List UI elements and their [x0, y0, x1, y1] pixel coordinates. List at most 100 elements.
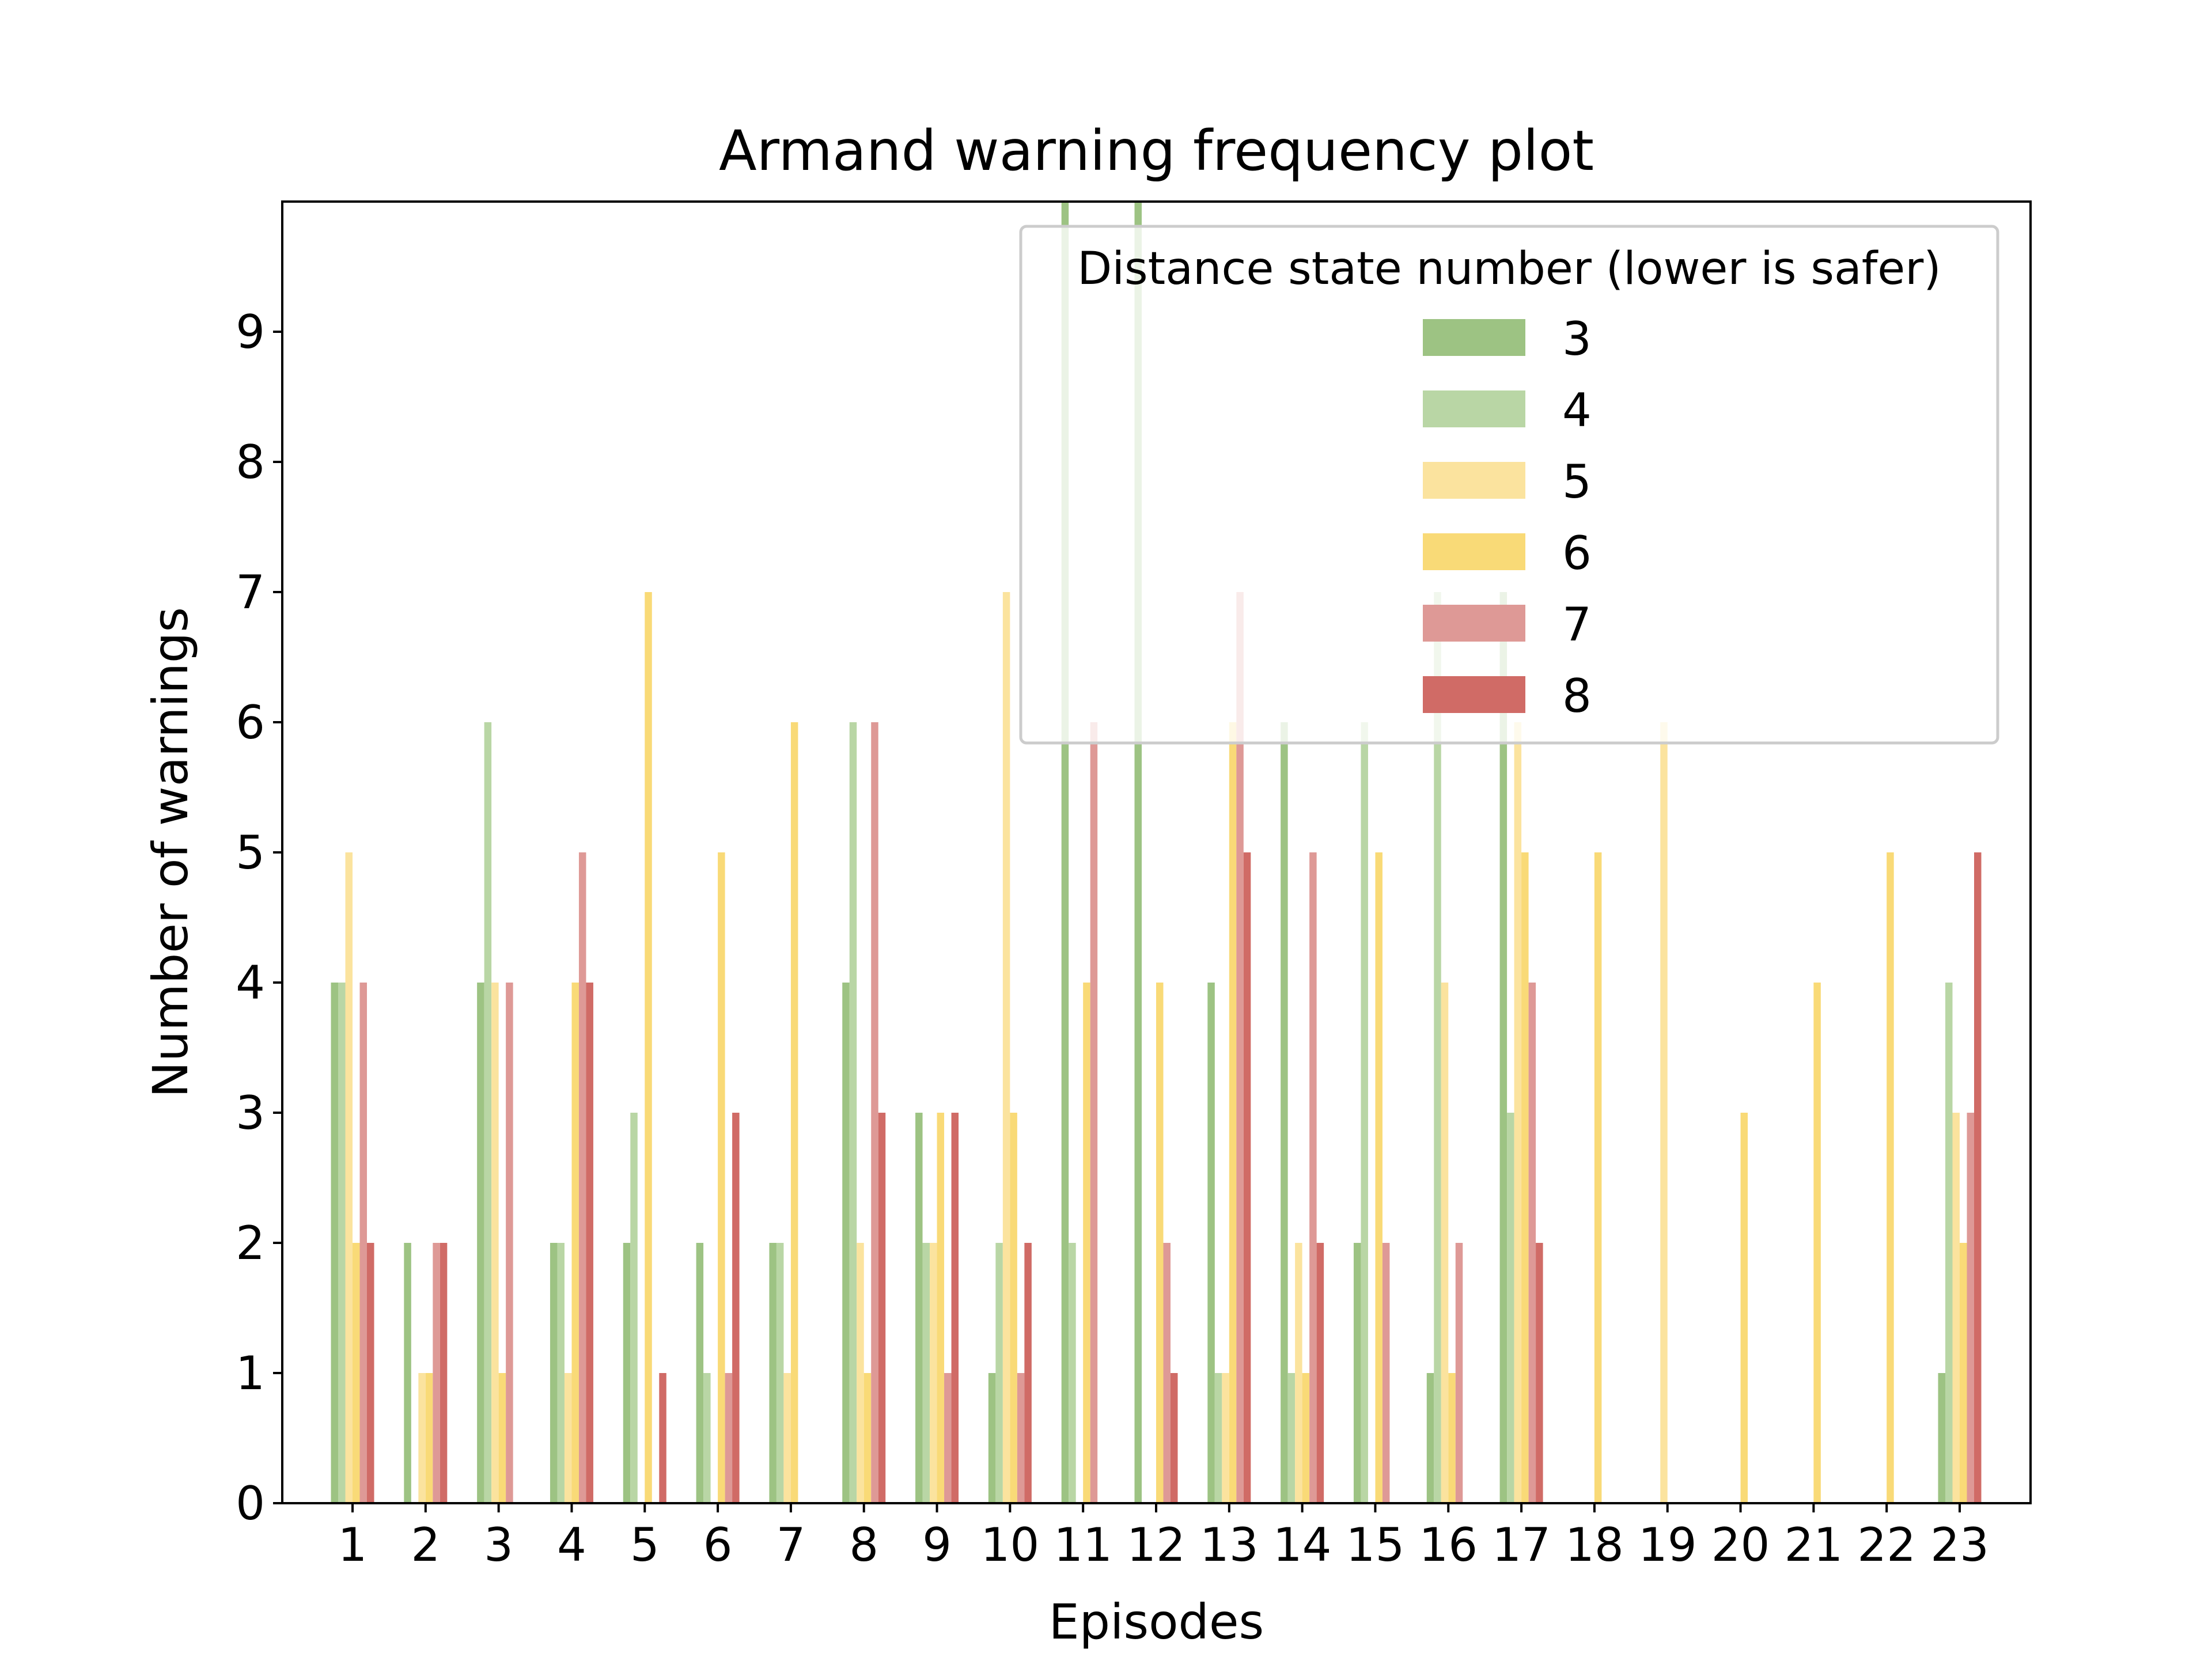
bar-series-4-episode-6 [703, 1373, 711, 1503]
legend-entry-6: 6 [1423, 526, 1592, 580]
bars-layer [331, 202, 1982, 1503]
bar-series-4-episode-10 [995, 1243, 1003, 1503]
bar-series-6-episode-21 [1813, 983, 1821, 1503]
bar-series-5-episode-1 [345, 852, 353, 1503]
bar-series-3-episode-2 [404, 1243, 411, 1503]
bar-series-5-episode-14 [1295, 1243, 1302, 1503]
bar-series-5-episode-8 [857, 1243, 864, 1503]
y-tick-label: 6 [236, 696, 265, 749]
bar-series-5-episode-17 [1514, 722, 1522, 1503]
bar-series-4-episode-7 [776, 1243, 784, 1503]
bar-series-8-episode-10 [1024, 1243, 1032, 1503]
bar-series-8-episode-17 [1536, 1243, 1543, 1503]
series-7 [359, 592, 1974, 1503]
bar-series-4-episode-9 [922, 1243, 930, 1503]
legend-swatch [1423, 533, 1525, 570]
x-axis: 1 2 3 4 5 6 7 8 9 10 11 12 13 14 15 16 17 18 19 20 21 22 23 [338, 1503, 1989, 1572]
x-tick-label: 13 [1200, 1518, 1259, 1572]
legend-label: 4 [1562, 384, 1592, 437]
bar-series-7-episode-10 [1017, 1373, 1025, 1503]
bar-series-3-episode-13 [1207, 983, 1215, 1503]
legend-label: 6 [1562, 526, 1592, 580]
bar-series-6-episode-1 [353, 1243, 360, 1503]
bar-series-5-episode-16 [1441, 983, 1449, 1503]
bar-series-8-episode-9 [951, 1113, 959, 1503]
bar-series-6-episode-17 [1521, 852, 1529, 1503]
y-tick-label: 3 [236, 1086, 265, 1140]
legend-entry-4: 4 [1423, 384, 1592, 437]
x-tick-label: 21 [1784, 1518, 1843, 1572]
y-tick-label: 0 [236, 1477, 265, 1530]
bar-series-3-episode-14 [1281, 722, 1288, 1503]
x-tick-label: 19 [1638, 1518, 1697, 1572]
bar-series-7-episode-4 [578, 852, 586, 1503]
series-6 [353, 592, 1967, 1503]
bar-series-7-episode-16 [1455, 1243, 1463, 1503]
bar-series-7-episode-12 [1163, 1243, 1171, 1503]
x-tick-label: 1 [338, 1518, 368, 1572]
legend-label: 7 [1562, 598, 1592, 651]
bar-series-6-episode-16 [1448, 1373, 1456, 1503]
bar-series-3-episode-23 [1938, 1373, 1945, 1503]
bar-series-6-episode-18 [1594, 852, 1602, 1503]
x-tick-label: 10 [980, 1518, 1039, 1572]
x-tick-label: 7 [776, 1518, 805, 1572]
bar-series-3-episode-7 [769, 1243, 777, 1503]
bar-series-6-episode-13 [1229, 722, 1237, 1503]
bar-series-7-episode-23 [1967, 1113, 1974, 1503]
series-4 [338, 592, 1953, 1503]
bar-series-8-episode-23 [1974, 852, 1982, 1503]
bar-series-6-episode-20 [1740, 1113, 1748, 1503]
bar-series-3-episode-17 [1499, 592, 1508, 1503]
bar-series-6-episode-12 [1156, 983, 1164, 1503]
bar-series-4-episode-13 [1214, 1373, 1222, 1503]
bar-series-6-episode-8 [863, 1373, 872, 1503]
bar-series-6-episode-14 [1302, 1373, 1310, 1503]
y-tick-label: 4 [236, 956, 265, 1010]
x-tick-label: 3 [484, 1518, 513, 1572]
legend-swatch [1423, 319, 1525, 356]
x-tick-label: 15 [1346, 1518, 1405, 1572]
bar-series-6-episode-15 [1375, 852, 1382, 1503]
bar-series-4-episode-3 [484, 722, 492, 1503]
series-8 [367, 852, 1982, 1503]
legend-title: Distance state number (lower is safer) [1077, 243, 1941, 295]
bar-series-6-episode-2 [425, 1373, 433, 1503]
bar-series-8-episode-5 [659, 1373, 666, 1503]
bar-series-6-episode-22 [1887, 852, 1894, 1503]
legend-swatch [1423, 676, 1525, 713]
bar-series-6-episode-11 [1083, 983, 1090, 1503]
x-tick-label: 4 [557, 1518, 586, 1572]
bar-series-7-episode-1 [359, 983, 367, 1503]
x-tick-label: 12 [1127, 1518, 1185, 1572]
bar-series-5-episode-9 [930, 1243, 937, 1503]
legend-swatch [1423, 605, 1525, 642]
bar-series-3-episode-3 [477, 983, 484, 1503]
bar-series-8-episode-4 [586, 983, 593, 1503]
chart-title: Armand warning frequency plot [719, 119, 1594, 183]
bar-series-3-episode-10 [988, 1373, 996, 1503]
x-tick-label: 17 [1492, 1518, 1551, 1572]
bar-series-7-episode-2 [433, 1243, 440, 1503]
bar-series-3-episode-5 [623, 1243, 631, 1503]
x-tick-label: 11 [1054, 1518, 1112, 1572]
bar-series-6-episode-23 [1960, 1243, 1967, 1503]
bar-series-5-episode-19 [1660, 722, 1668, 1503]
legend-label: 5 [1562, 455, 1592, 509]
bar-series-3-episode-6 [696, 1243, 704, 1503]
x-tick-label: 16 [1419, 1518, 1478, 1572]
legend-label: 3 [1562, 312, 1592, 366]
bar-series-7-episode-11 [1090, 722, 1098, 1503]
y-tick-label: 8 [236, 435, 265, 489]
bar-series-8-episode-6 [732, 1113, 740, 1503]
bar-series-5-episode-4 [564, 1373, 572, 1503]
bar-series-8-episode-12 [1171, 1373, 1178, 1503]
bar-series-7-episode-3 [506, 983, 513, 1503]
bar-series-5-episode-13 [1222, 1373, 1229, 1503]
x-axis-label: Episodes [1049, 1594, 1264, 1650]
bar-series-6-episode-9 [937, 1113, 945, 1503]
bar-series-7-episode-15 [1382, 1243, 1390, 1503]
bar-series-7-episode-17 [1528, 983, 1536, 1503]
bar-series-3-episode-1 [331, 983, 338, 1503]
bar-series-7-episode-6 [725, 1373, 733, 1503]
